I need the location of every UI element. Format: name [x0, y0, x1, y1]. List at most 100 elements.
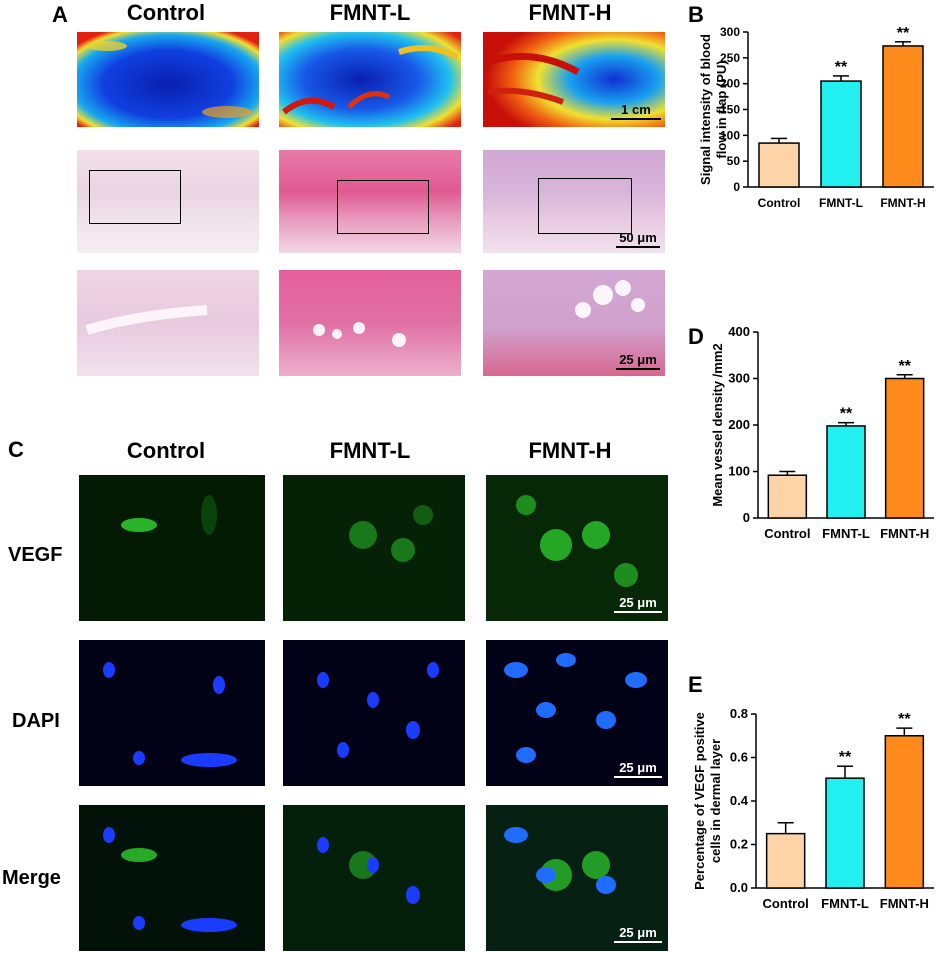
he-low-image-fmnt-h: 50 μm [483, 150, 665, 253]
chart-d-ytick-label: 400 [728, 324, 750, 339]
chart-d-category-2: FMNT-H [880, 526, 929, 541]
he-low-image-control [77, 150, 259, 253]
doppler-image-control [77, 32, 259, 127]
chart-e-ytick-label: 0.4 [730, 793, 749, 808]
scale-bar-vegf-line [614, 611, 662, 613]
chart-d-sig-2: ** [898, 358, 911, 375]
col-head-fmnth-c: FMNT-H [528, 438, 612, 463]
chart-d-bar-2 [884, 377, 925, 519]
scale-bar-25um-a-label: 25 μm [619, 352, 657, 367]
scale-bar-merge-line [614, 941, 662, 943]
col-head-fmntl-a: FMNT-L [329, 0, 411, 25]
panel-b-label: B [688, 2, 704, 27]
col-head-control-a: Control [126, 0, 206, 25]
chart-e-ytick-label: 0.2 [730, 837, 748, 852]
panel-e-label: E [688, 672, 703, 697]
roi-box-control [89, 170, 181, 224]
col-head-fmnth-a: FMNT-H [528, 0, 612, 25]
scale-bar-50um-label: 50 μm [619, 230, 657, 245]
scale-bar-1cm-label: 1 cm [621, 102, 651, 117]
chart-b-ytick-label: 300 [720, 25, 740, 39]
chart-e-sig-2: ** [898, 711, 911, 728]
scale-bar-vegf-label: 25 μm [619, 595, 657, 610]
chart-b-category-0: Control [758, 196, 801, 210]
vegf-image-fmnt-h: 25 μm [486, 475, 668, 621]
scale-bar-50um: 50 μm [616, 230, 660, 248]
chart-d-category-1: FMNT-L [822, 526, 870, 541]
vegf-image-control [79, 475, 265, 621]
scale-bar-dapi-label: 25 μm [619, 760, 657, 775]
chart-e-bar-2 [884, 735, 925, 889]
dapi-image-fmnt-h: 25 μm [486, 640, 668, 786]
scale-bar-merge: 25 μm [614, 925, 662, 943]
doppler-image-fmnt-h: 1 cm [483, 32, 665, 127]
chart-b-sig-1: ** [835, 59, 848, 76]
chart-b-ylabel-line-1: flow in flap (PU) [714, 60, 729, 158]
col-head-control-c: Control [126, 438, 206, 463]
merge-image-fmnt-h: 25 μm [486, 805, 668, 951]
chart-d-sig-1: ** [840, 406, 853, 423]
chart-b-category-2: FMNT-H [880, 196, 925, 210]
scale-bar-merge-label: 25 μm [619, 925, 657, 940]
merge-image-fmnt-l [283, 805, 465, 951]
chart-b-ytick-label: 200 [720, 77, 740, 91]
scale-bar-1cm-line [611, 118, 661, 120]
scale-bar-25um-a: 25 μm [616, 352, 660, 370]
chart-d: 0 100 200 300 400 Control ** FMNT-L ** FMNT-H Mean… [710, 324, 934, 541]
chart-e-sig-1: ** [839, 749, 852, 766]
chart-b-bar-0 [758, 142, 800, 188]
chart-e-bar-0 [765, 832, 806, 889]
chart-d-ytick-label: 100 [728, 464, 750, 479]
chart-b-ytick-label: 50 [727, 154, 741, 168]
scale-bar-vegf: 25 μm [614, 595, 662, 613]
he-high-image-control [77, 270, 259, 376]
chart-b-ytick-label: 100 [720, 128, 740, 142]
row-head-dapi: DAPI [12, 710, 60, 732]
panel-a-label: A [52, 2, 68, 27]
dapi-image-control [79, 640, 265, 786]
chart-b-ytick-label: 150 [720, 103, 740, 117]
chart-d-bar-1 [826, 425, 866, 519]
chart-d-ytick-label: 200 [728, 417, 750, 432]
chart-b-bar-2 [882, 45, 924, 188]
row-head-vegf: VEGF [8, 544, 63, 566]
chart-d-ytick-label: 300 [728, 371, 750, 386]
panel-d-label: D [688, 324, 704, 349]
chart-b: 0 50 100 150 200 250 300 Control ** FMNT-L ** FMNT-… [698, 25, 934, 210]
chart-b-ylabel-line-0: Signal intensity of blood [698, 34, 713, 185]
scale-bar-50um-line [616, 246, 660, 248]
scale-bar-dapi-line [614, 776, 662, 778]
chart-e-ytick-label: 0.0 [730, 880, 748, 895]
scale-bar-25um-a-line [616, 368, 660, 370]
roi-box-fmnt-h [538, 178, 632, 234]
chart-e-bar-1 [825, 777, 865, 889]
dapi-image-fmnt-l [283, 640, 465, 786]
chart-e-ytick-label: 0.8 [730, 706, 748, 721]
chart-e-category-0: Control [763, 896, 809, 911]
panel-c-label: C [8, 437, 24, 462]
scale-bar-dapi: 25 μm [614, 760, 662, 778]
chart-b-category-1: FMNT-L [819, 196, 863, 210]
chart-e: 0.0 0.2 0.4 0.6 0.8 Control ** FMNT-L ** FMNT-H Pe… [692, 706, 934, 911]
chart-d-ylabel-line-0: Mean vessel density /mm2 [710, 343, 725, 506]
row-head-merge: Merge [2, 867, 61, 889]
he-low-image-fmnt-l [279, 150, 461, 253]
chart-d-category-0: Control [764, 526, 810, 541]
he-high-image-fmnt-l [279, 270, 461, 376]
scale-bar-1cm: 1 cm [611, 102, 661, 120]
chart-e-category-1: FMNT-L [821, 896, 869, 911]
doppler-image-fmnt-l [279, 32, 461, 127]
vegf-image-fmnt-l [283, 475, 465, 621]
chart-e-category-2: FMNT-H [880, 896, 929, 911]
chart-b-ytick-label: 250 [720, 51, 740, 65]
chart-e-ylabel-line-1: cells in dermal layer [708, 739, 723, 863]
merge-image-control [79, 805, 265, 951]
chart-d-ytick-label: 0 [743, 510, 750, 525]
roi-box-fmnt-l [337, 180, 429, 234]
chart-b-sig-2: ** [897, 25, 910, 42]
chart-e-ytick-label: 0.6 [730, 750, 748, 765]
chart-b-ytick-label: 0 [733, 180, 740, 194]
chart-e-ylabel-line-0: Percentage of VEGF positive [692, 712, 707, 890]
col-head-fmntl-c: FMNT-L [329, 438, 411, 463]
he-high-image-fmnt-h: 25 μm [483, 270, 665, 376]
